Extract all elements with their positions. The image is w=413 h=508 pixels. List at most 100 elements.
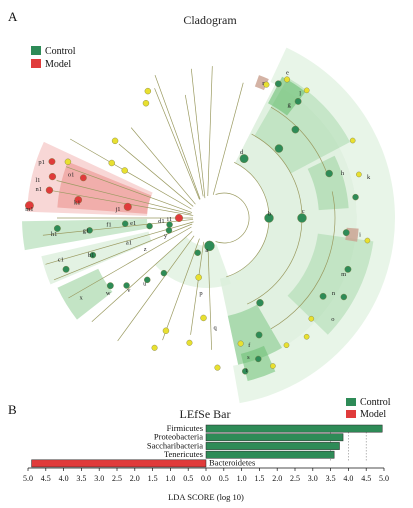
clado-node-25 xyxy=(121,220,129,227)
clado-label-k: k xyxy=(367,174,371,181)
clado-label-n: n xyxy=(332,290,336,297)
lefse-bar-saccharibacteria xyxy=(205,442,340,450)
clado-node-48 xyxy=(349,137,356,144)
clado-node-3 xyxy=(239,154,249,164)
clado-label-p1: p1 xyxy=(38,159,45,166)
lefse-tick-label-5: 2.5 xyxy=(112,474,122,483)
lefse-bar-bacteroidetes xyxy=(31,459,207,468)
lefse-tick-label-1: 4.5 xyxy=(41,474,51,483)
sector-s-clade xyxy=(240,345,276,382)
clado-label-e: e xyxy=(286,70,289,77)
clado-node-28 xyxy=(62,265,70,273)
clado-node-55 xyxy=(270,363,276,369)
lefse-tick-label-3: 3.5 xyxy=(76,474,86,483)
clado-label-d1: d1 xyxy=(158,218,165,225)
legend-label-model: Model xyxy=(45,59,71,70)
clado-label-w: w xyxy=(106,290,111,297)
clado-node-57 xyxy=(151,344,158,351)
lefse-title: LEfSe Bar xyxy=(180,407,231,421)
clado-node-60 xyxy=(200,314,207,322)
lefse-tick-label-10: 0.0 xyxy=(201,474,211,483)
lefse-tick-label-12: 1.0 xyxy=(237,474,247,483)
clado-node-35 xyxy=(45,186,54,194)
lefse-tick-label-0: 5.0 xyxy=(23,474,33,483)
sector-core xyxy=(154,236,231,288)
clado-node-46 xyxy=(284,76,291,83)
clado-node-59 xyxy=(214,364,221,371)
clado-node-54 xyxy=(237,340,244,347)
clado-label-i1: i1 xyxy=(167,216,172,223)
sector-c1 xyxy=(41,231,152,285)
clado-label-r: r xyxy=(262,80,265,87)
clado-label-z: z xyxy=(144,246,147,253)
clado-node-11 xyxy=(319,292,327,300)
clado-node-33 xyxy=(74,196,83,204)
clado-node-1 xyxy=(264,213,274,223)
lefse-tick-label-19: 4.5 xyxy=(361,474,371,483)
clado-node-14 xyxy=(256,299,264,307)
cladogram-title: Cladogram xyxy=(183,13,237,27)
legend-swatch-model xyxy=(31,59,41,68)
cladogram-sectors xyxy=(22,47,396,404)
clado-node-41 xyxy=(144,87,152,95)
clado-node-49 xyxy=(356,171,362,178)
branch-2 xyxy=(212,82,244,195)
branch-1 xyxy=(207,66,213,197)
clado-node-27 xyxy=(53,225,61,232)
sector-h-clade xyxy=(307,155,349,211)
clado-node-18 xyxy=(194,249,201,256)
panel-b-label: B xyxy=(8,402,17,417)
branch-9 xyxy=(65,166,193,213)
lefse-bar-tenericutes xyxy=(205,450,335,459)
clado-node-5 xyxy=(291,125,300,134)
branch-5 xyxy=(184,94,204,197)
clado-node-10 xyxy=(344,265,352,273)
lefse-tick-label-18: 4.0 xyxy=(343,474,353,483)
clado-label-a1: a1 xyxy=(126,240,132,247)
clado-node-34 xyxy=(25,201,34,210)
clado-label-g1: g1 xyxy=(83,228,90,235)
branch-8 xyxy=(69,138,192,210)
clado-node-6 xyxy=(274,80,282,88)
clado-node-32 xyxy=(123,202,132,211)
sector-h1 xyxy=(22,219,148,251)
legend-swatch-control xyxy=(31,46,41,55)
lefse-bar-proteobacteria xyxy=(205,433,344,442)
clado-node-15 xyxy=(255,331,263,339)
clado-node-22 xyxy=(106,282,114,290)
lefse-bar-label-bacteroidetes: Bacteroidetes xyxy=(209,458,255,468)
clado-node-9 xyxy=(342,229,350,237)
lefse-tick-label-14: 2.0 xyxy=(272,474,282,483)
clado-label-n1: n1 xyxy=(36,186,43,193)
lefse-tick-label-16: 3.0 xyxy=(308,474,318,483)
clado-label-o1: o1 xyxy=(68,172,75,179)
clado-node-12 xyxy=(340,293,348,301)
branch-11 xyxy=(51,190,194,216)
branch-0 xyxy=(190,68,206,199)
clado-node-40 xyxy=(142,100,150,107)
cladogram-nodes xyxy=(25,76,371,375)
clado-node-36 xyxy=(48,172,57,181)
clado-label-h: h xyxy=(341,170,345,177)
clado-node-44 xyxy=(64,158,72,166)
clado-node-29 xyxy=(89,251,97,259)
clado-node-37 xyxy=(79,174,87,182)
clado-node-4 xyxy=(274,144,284,153)
clado-node-61 xyxy=(195,274,202,281)
clado-label-b1: b1 xyxy=(88,252,95,259)
clado-label-m1: m1 xyxy=(25,206,33,213)
branch-3 xyxy=(154,88,200,200)
branch-18 xyxy=(117,235,195,342)
branch-6 xyxy=(130,127,196,205)
clado-node-31 xyxy=(174,213,183,222)
lefse-legend-swatch-model xyxy=(346,410,356,418)
clado-node-45 xyxy=(263,81,270,88)
lefse-tick-label-7: 1.5 xyxy=(148,474,158,483)
lefse-tick-label-20: 5.0 xyxy=(379,474,389,483)
clado-node-47 xyxy=(303,87,310,94)
lefse-legend-label-model: Model xyxy=(360,409,386,420)
clado-node-20 xyxy=(144,276,151,284)
clado-node-16 xyxy=(255,355,262,363)
lefse-tick-label-13: 1.5 xyxy=(254,474,264,483)
clado-node-30 xyxy=(165,227,173,234)
